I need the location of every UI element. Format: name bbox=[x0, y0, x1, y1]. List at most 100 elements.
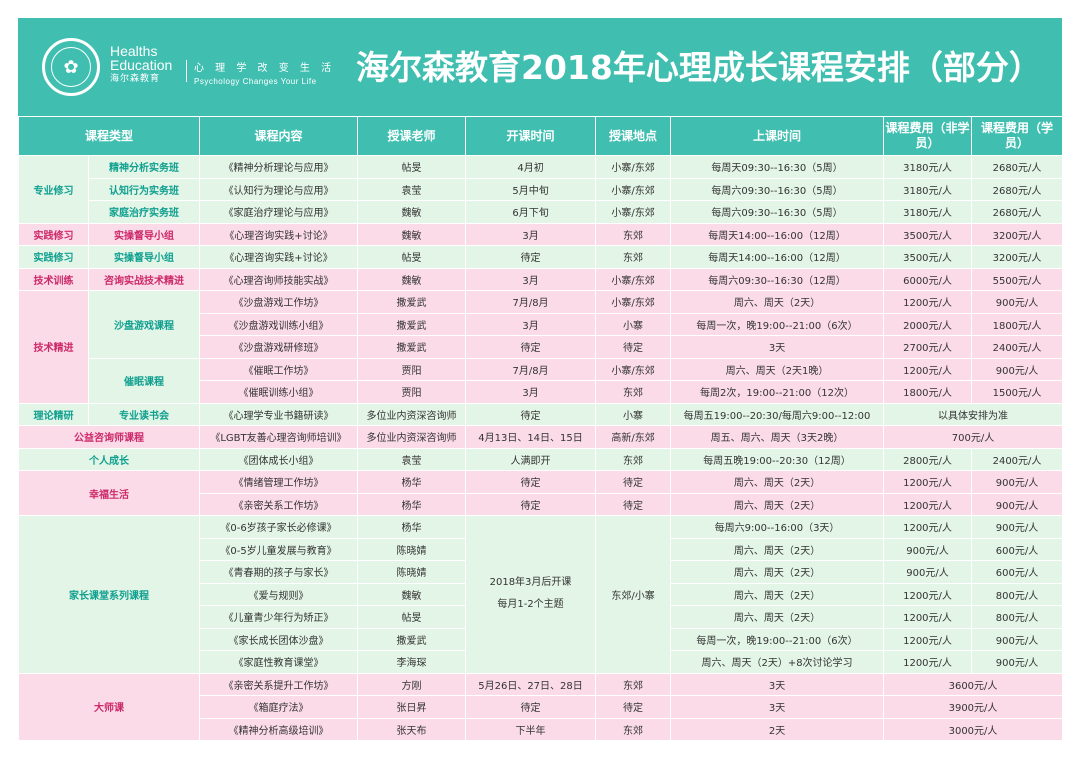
schedule-cell: 周五、周六、周天（3天2晚） bbox=[670, 425, 885, 449]
table-row: 《爱与规则》 魏敏 周六、周天（2天） 1200元/人 800元/人 bbox=[18, 582, 1064, 606]
content-cell: 《心理咨询实践+讨论》 bbox=[199, 222, 359, 246]
header-teacher: 授课老师 bbox=[357, 116, 467, 156]
header-banner: ✿ Healths Education 海尔森教育 心 理 学 改 变 生 活 … bbox=[18, 18, 1062, 116]
start-cell: 6月下旬 bbox=[465, 200, 597, 224]
table-row: 《儿童青少年行为矫正》 帖旻 周六、周天（2天） 1200元/人 800元/人 bbox=[18, 605, 1064, 629]
slogan: 心 理 学 改 变 生 活 Psychology Changes Your Li… bbox=[194, 64, 335, 86]
schedule-cell: 周六、周天（2天1晚） bbox=[670, 357, 885, 381]
teacher-cell: 魏敏 bbox=[357, 267, 467, 291]
content-cell: 《心理咨询师技能实战》 bbox=[199, 267, 359, 291]
content-cell: 《心理咨询实践+讨论》 bbox=[199, 245, 359, 269]
table-row: 幸福生活 《情绪管理工作坊》 杨华 待定 待定 周六、周天（2天） 1200元/… bbox=[17, 470, 1064, 516]
content-cell: 《LGBT友善心理咨询师培训》 bbox=[199, 425, 359, 449]
category-cell: 实践修习 bbox=[18, 245, 89, 269]
schedule-cell: 每周天14:00--16:00（12周） bbox=[670, 245, 885, 269]
content-cell: 《家庭性教育课堂》 bbox=[199, 650, 359, 674]
place-cell: 高新/东郊 bbox=[595, 425, 672, 449]
start-cell: 3月 bbox=[465, 222, 597, 246]
content-cell: 《爱与规则》 bbox=[199, 582, 359, 606]
place-cell: 小寨/东郊 bbox=[595, 155, 672, 179]
content-cell: 《0-5岁儿童发展与教育》 bbox=[199, 537, 359, 561]
fee-mem-cell: 800元/人 bbox=[971, 582, 1064, 606]
teacher-cell: 魏敏 bbox=[357, 200, 467, 224]
content-cell: 《催眠训练小组》 bbox=[199, 380, 359, 404]
fee-non-cell: 1200元/人 bbox=[883, 605, 973, 629]
place-cell: 东郊 bbox=[595, 717, 672, 741]
place-cell: 东郊 bbox=[595, 222, 672, 246]
fee-mem-cell: 800元/人 bbox=[971, 605, 1064, 629]
schedule-cell: 周六、周天（2天） bbox=[670, 605, 885, 629]
fee-merged-cell: 3000元/人 bbox=[883, 717, 1064, 741]
schedule-cell: 周六、周天（2天） bbox=[670, 582, 885, 606]
fee-mem-cell: 900元/人 bbox=[971, 357, 1064, 381]
schedule-cell: 每周六09:30--16:30（5周） bbox=[670, 200, 885, 224]
fee-non-cell: 2700元/人 bbox=[883, 335, 973, 359]
start-cell: 4月13日、14日、15日 bbox=[465, 425, 597, 449]
schedule-cell: 每周一次，晚19:00--21:00（6次） bbox=[670, 627, 885, 651]
start-cell: 待定 bbox=[465, 245, 597, 269]
poster: ✿ Healths Education 海尔森教育 心 理 学 改 变 生 活 … bbox=[17, 18, 1064, 745]
start-cell: 3月 bbox=[465, 267, 597, 291]
category-cell: 公益咨询师课程 bbox=[17, 425, 201, 449]
category-cell: 技术训练 bbox=[18, 267, 89, 291]
place-cell: 待定 bbox=[595, 470, 672, 494]
place-cell: 小寨/东郊 bbox=[595, 177, 672, 201]
place-cell: 小寨/东郊 bbox=[595, 267, 672, 291]
schedule-cell: 每周一次，晚19:00--21:00（6次） bbox=[670, 312, 885, 336]
fee-non-cell: 1800元/人 bbox=[883, 380, 973, 404]
start-cell: 待定 bbox=[465, 492, 597, 516]
content-cell: 《青春期的孩子与家长》 bbox=[199, 560, 359, 584]
header-place: 授课地点 bbox=[595, 116, 672, 156]
start-cell: 待定 bbox=[465, 695, 597, 719]
course-schedule-table: 课程类型 课程内容 授课老师 开课时间 授课地点 上课时间 课程费用（非学员） … bbox=[17, 116, 1064, 741]
subcategory-cell: 实操督导小组 bbox=[87, 222, 201, 246]
logo-divider bbox=[186, 60, 187, 82]
category-cell: 大师课 bbox=[17, 672, 201, 741]
fee-mem-cell: 1500元/人 bbox=[971, 380, 1064, 404]
place-cell: 东郊 bbox=[595, 380, 672, 404]
start-cell: 3月 bbox=[465, 312, 597, 336]
fee-non-cell: 2800元/人 bbox=[883, 447, 973, 471]
schedule-cell: 每周六09:30--16:30（5周） bbox=[670, 177, 885, 201]
category-cell: 实践修习 bbox=[18, 222, 89, 246]
fee-mem-cell: 900元/人 bbox=[971, 627, 1064, 651]
table-row: 认知行为实务班 《认知行为理论与应用》 袁莹 5月中旬 小寨/东郊 每周六09:… bbox=[18, 177, 1064, 201]
content-cell: 《亲密关系工作坊》 bbox=[199, 492, 359, 516]
teacher-cell: 魏敏 bbox=[357, 222, 467, 246]
subcategory-cell: 催眠课程 bbox=[87, 357, 201, 404]
subcategory-cell: 专业读书会 bbox=[87, 402, 201, 426]
fee-non-cell: 900元/人 bbox=[883, 560, 973, 584]
table-row: 《催眠训练小组》 贾阳 3月 东郊 每周2次，19:00--21:00（12次）… bbox=[18, 380, 1064, 404]
fee-mem-cell: 900元/人 bbox=[971, 492, 1064, 516]
teacher-cell: 张天布 bbox=[357, 717, 467, 741]
header-content: 课程内容 bbox=[199, 116, 359, 156]
start-cell: 人满即开 bbox=[465, 447, 597, 471]
schedule-cell: 每周六9:00--16:00（3天） bbox=[670, 515, 885, 539]
teacher-cell: 张日昇 bbox=[357, 695, 467, 719]
teacher-cell: 撒爱武 bbox=[357, 312, 467, 336]
table-row: 技术精进 沙盘游戏课程 《沙盘游戏工作坊》 撒爱武 7月/8月 小寨/东郊 周六… bbox=[18, 290, 1064, 404]
header-fee-non-member: 课程费用（非学员） bbox=[883, 116, 973, 156]
schedule-cell: 周六、周天（2天） bbox=[670, 290, 885, 314]
content-cell: 《催眠工作坊》 bbox=[199, 357, 359, 381]
teacher-cell: 撒爱武 bbox=[357, 335, 467, 359]
place-cell: 小寨 bbox=[595, 312, 672, 336]
logo-cn: 海尔森教育 bbox=[110, 74, 161, 84]
fee-mem-cell: 3200元/人 bbox=[971, 222, 1064, 246]
teacher-cell: 帖旻 bbox=[357, 245, 467, 269]
table-row: 个人成长 《团体成长小组》 袁莹 人满即开 东郊 每周五晚19:00--20:3… bbox=[17, 447, 1064, 471]
content-cell: 《沙盘游戏训练小组》 bbox=[199, 312, 359, 336]
subcategory-cell: 实操督导小组 bbox=[87, 245, 201, 269]
table-row: 家长课堂系列课程 《0-6岁孩子家长必修课》 杨华 2018年3月后开课 每月1… bbox=[17, 515, 1064, 674]
logo-en-line2: Education bbox=[110, 57, 173, 73]
content-cell: 《情绪管理工作坊》 bbox=[199, 470, 359, 494]
start-cell: 待定 bbox=[465, 470, 597, 494]
content-cell: 《沙盘游戏工作坊》 bbox=[199, 290, 359, 314]
teacher-cell: 撒爱武 bbox=[357, 290, 467, 314]
category-cell: 专业修习 bbox=[18, 155, 89, 224]
table-header-row: 课程类型 课程内容 授课老师 开课时间 授课地点 上课时间 课程费用（非学员） … bbox=[17, 116, 1064, 156]
teacher-cell: 贾阳 bbox=[357, 380, 467, 404]
schedule-cell: 周六、周天（2天） bbox=[670, 470, 885, 494]
start-cell: 待定 bbox=[465, 402, 597, 426]
table-row: 公益咨询师课程 《LGBT友善心理咨询师培训》 多位业内资深咨询师 4月13日、… bbox=[17, 425, 1064, 449]
